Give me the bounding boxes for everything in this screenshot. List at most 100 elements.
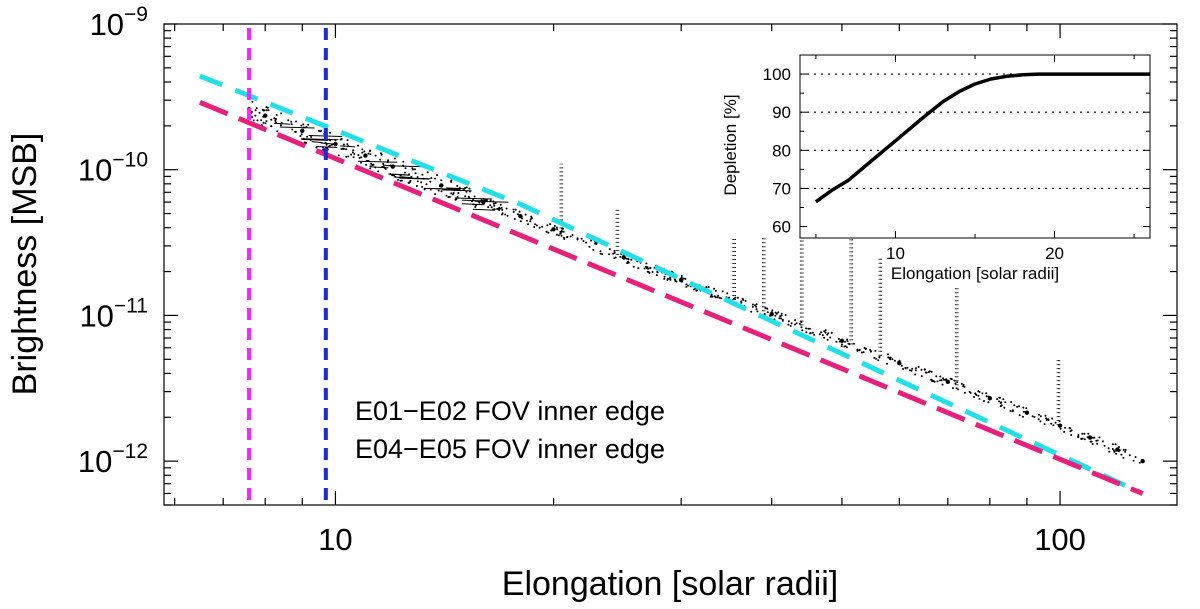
observed-point [1052,424,1055,427]
observed-brightness-series [246,100,1145,464]
observed-point [601,253,604,256]
observed-point [985,395,988,398]
observed-point [914,369,917,372]
observed-point [361,151,364,154]
observed-point [930,370,933,373]
observed-point [287,119,290,122]
observed-point [837,338,840,340]
observed-point [824,331,827,334]
observed-point [562,230,565,233]
observed-point [824,329,827,332]
observed-point [429,180,432,183]
observed-point [950,378,953,381]
observed-point [627,258,630,260]
observed-point [549,223,552,226]
observed-point [465,186,468,189]
observed-point [264,122,267,125]
observed-point [436,174,439,177]
observed-point [608,248,611,251]
observed-point [656,271,659,274]
observed-point [520,215,523,218]
inset-y-tick-label: 70 [772,179,791,198]
observed-point [345,148,348,151]
observed-streak [274,122,291,125]
observed-point [1096,442,1099,445]
observed-point [434,193,437,196]
observed-point [714,296,717,299]
observed-point [1101,440,1104,443]
observed-point [1120,453,1123,456]
observed-point [835,340,838,343]
observed-point [956,381,959,384]
observed-point [592,248,595,251]
observed-point [751,303,754,306]
observed-point [555,226,558,229]
observed-point [320,129,323,132]
observed-streak [398,177,431,180]
observed-point [756,310,759,313]
observed-point [805,331,808,334]
observed-point [875,357,878,360]
observed-point [874,349,877,352]
observed-point [902,368,904,370]
y-tick-label: 10−9 [90,3,148,42]
observed-point [1037,418,1040,421]
observed-point [519,220,522,223]
observed-point [917,365,920,368]
observed-point [295,120,298,123]
observed-point [588,245,591,248]
observed-point [560,234,563,237]
observed-point [333,141,338,147]
observed-point [382,162,385,165]
observed-point [487,206,490,209]
observed-point [1112,449,1115,452]
observed-point [1108,450,1111,453]
observed-point [1132,459,1135,462]
observed-point [939,375,942,378]
observed-point [361,148,364,151]
observed-point [863,346,866,349]
observed-point [766,307,769,310]
observed-point [404,171,406,174]
observed-point [1051,417,1054,420]
observed-point [960,382,963,385]
observed-point [450,192,453,195]
observed-point [987,395,990,398]
observed-streak [400,176,413,179]
observed-point [684,277,687,280]
observed-point [853,342,855,345]
observed-point [941,383,944,386]
observed-point [1003,406,1006,409]
observed-point [846,338,848,341]
observed-streak [474,200,509,203]
observed-point [430,177,433,179]
observed-point [736,296,739,299]
observed-point [270,125,273,128]
observed-point [369,167,372,170]
observed-point [290,120,293,123]
observed-point [721,290,724,293]
observed-point [402,160,405,163]
observed-point [421,173,424,176]
x-axis-title: Elongation [solar radii] [502,565,838,603]
observed-point [821,334,824,337]
observed-point [928,370,931,373]
inset-x-tick-label: 10 [886,244,905,263]
observed-point [1044,414,1047,417]
observed-point [726,292,729,295]
observed-point [663,277,666,280]
observed-point [545,230,548,233]
observed-point [977,394,980,397]
observed-point [599,250,602,253]
inset-y-axis-title: Depletion [%] [721,94,740,195]
observed-point [451,193,454,196]
observed-point [440,179,443,182]
y-tick-label: 10−12 [78,440,148,479]
observed-point [781,319,784,322]
observed-point [887,353,889,356]
observed-point [873,356,876,359]
observed-point [774,314,777,317]
observed-point [714,289,717,292]
observed-point [1000,404,1003,407]
observed-point [841,343,843,346]
